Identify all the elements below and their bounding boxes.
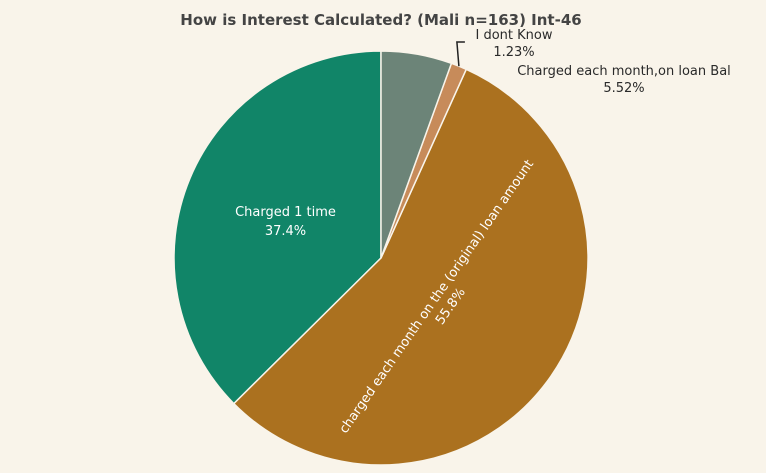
slice-value-label-2: 1.23% xyxy=(493,45,534,60)
slice-value-label-0: 37.4% xyxy=(265,224,306,239)
slice-label-0: Charged 1 time xyxy=(235,205,336,220)
pie-slice-3[interactable] xyxy=(380,50,453,259)
slice-value-label-3: 5.52% xyxy=(603,81,644,96)
pie-slice-0[interactable] xyxy=(173,50,382,405)
slice-label-2: I dont Know xyxy=(476,28,553,43)
callout-line-2 xyxy=(456,41,465,67)
pie-callouts xyxy=(456,41,465,67)
pie-slices xyxy=(173,50,589,466)
chart-title: How is Interest Calculated? (Mali n=163)… xyxy=(180,11,581,29)
slice-label-3: Charged each month,on loan Bal xyxy=(517,64,731,79)
pie-slice-1[interactable] xyxy=(232,68,589,466)
